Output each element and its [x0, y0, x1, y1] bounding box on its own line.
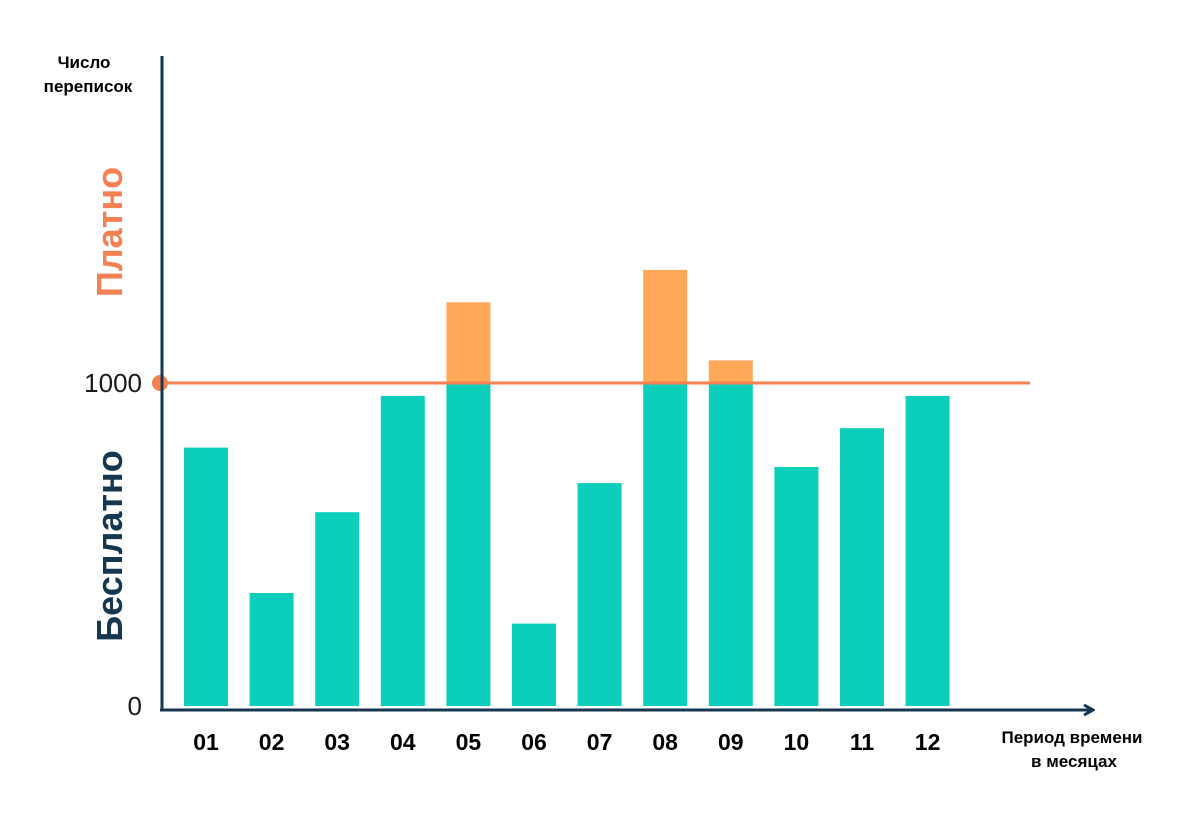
bar-paid-09 [708, 360, 753, 383]
y-axis-title-line-1: Число [58, 53, 111, 72]
bar-free-01 [184, 447, 228, 706]
x-ticks-group: 01 02 03 04 05 06 07 08 09 10 11 12 [193, 729, 940, 755]
x-axis-title-line-1: Период времени [1002, 728, 1143, 747]
x-tick-label-11: 11 [850, 729, 875, 755]
x-tick-label-03: 03 [324, 729, 350, 755]
x-tick-label-10: 10 [784, 729, 810, 755]
threshold-marker-dot [152, 375, 168, 391]
x-tick-label-01: 01 [193, 729, 219, 755]
threshold-group [152, 375, 1030, 391]
bar-free-03 [315, 512, 360, 706]
x-tick-label-02: 02 [259, 729, 285, 755]
x-tick-label-07: 07 [587, 729, 613, 755]
y-tick-label-0: 0 [128, 691, 142, 721]
x-tick-label-09: 09 [718, 729, 744, 755]
band-label-paid: Платно [89, 167, 130, 297]
bar-free-04 [380, 395, 425, 706]
x-tick-label-08: 08 [652, 729, 678, 755]
x-axis-title-line-2: в месяцах [1031, 752, 1117, 771]
bar-free-07 [577, 483, 622, 706]
bar-free-06 [512, 623, 556, 706]
bar-paid-08 [643, 269, 688, 383]
y-tick-label-1000: 1000 [84, 368, 142, 398]
bar-paid-05 [446, 302, 491, 384]
x-tick-label-12: 12 [915, 729, 941, 755]
bar-free-12 [905, 395, 950, 706]
x-tick-label-04: 04 [390, 729, 416, 755]
bar-free-02 [249, 593, 294, 706]
bar-free-08 [643, 383, 688, 706]
bar-free-10 [774, 467, 819, 706]
y-axis-title-line-2: переписок [44, 77, 133, 96]
bars-group [184, 269, 950, 706]
bar-free-11 [840, 428, 884, 706]
bar-free-09 [708, 383, 753, 706]
band-label-free: Бесплатно [89, 450, 130, 641]
y-ticks-group: 0 1000 [84, 368, 142, 721]
x-tick-label-06: 06 [521, 729, 547, 755]
bar-free-05 [446, 383, 491, 706]
x-tick-label-05: 05 [456, 729, 482, 755]
